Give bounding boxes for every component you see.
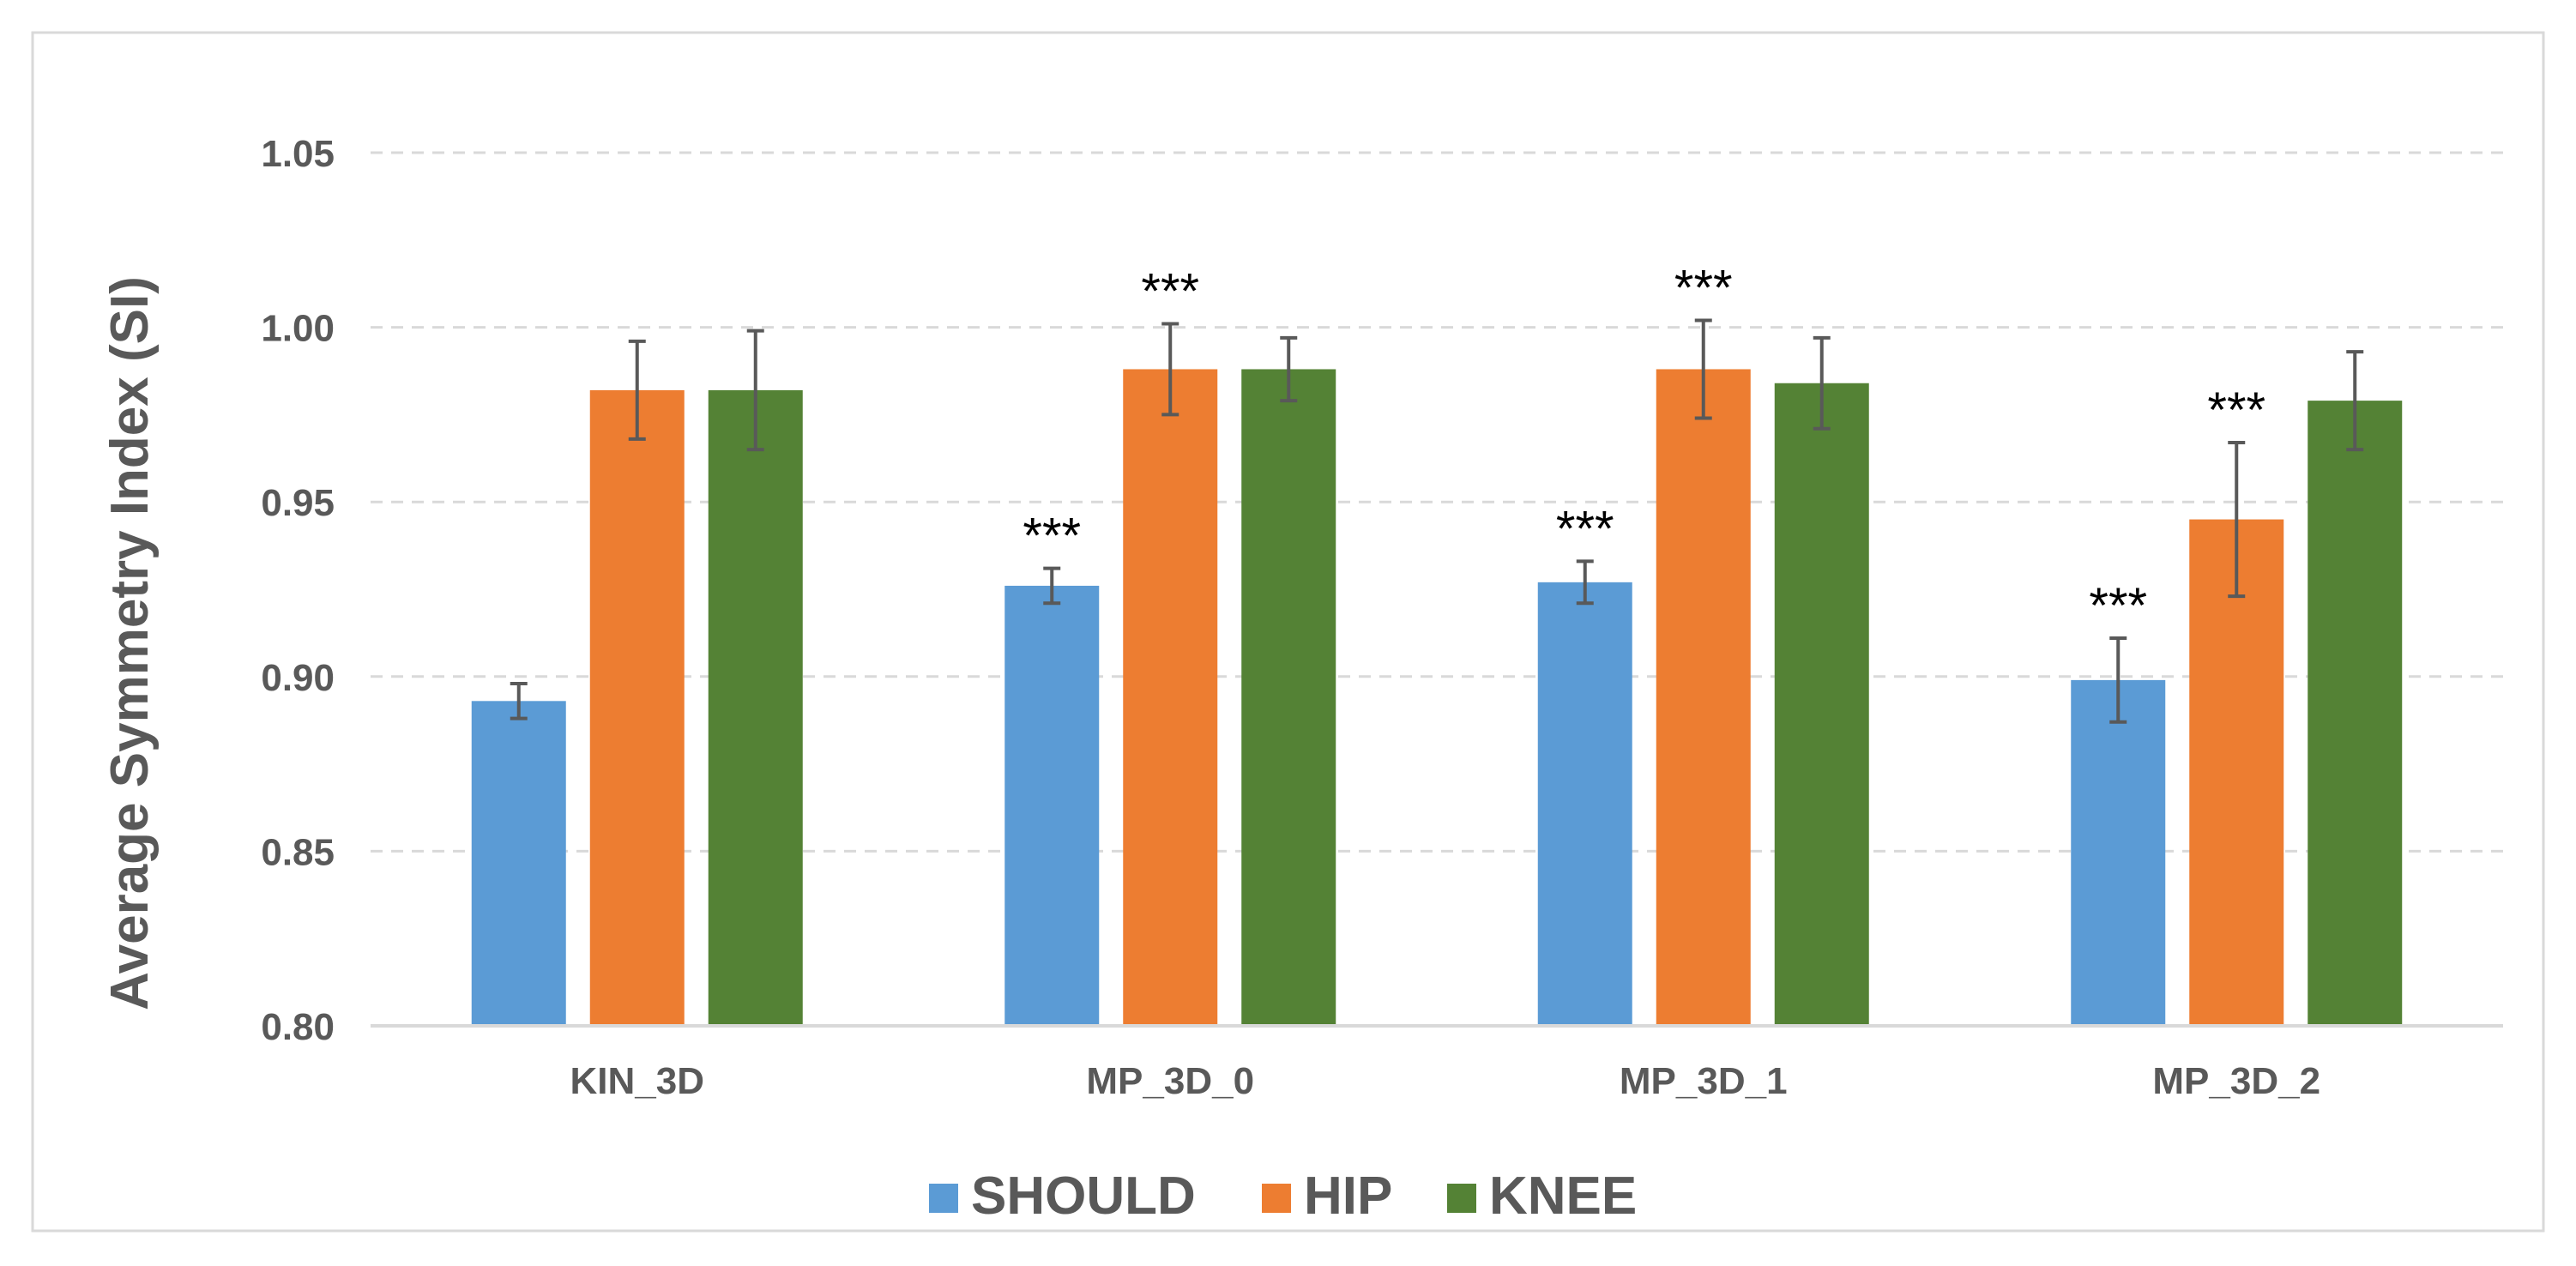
- significance-label: ***: [1674, 260, 1733, 316]
- y-tick-label: 0.85: [261, 831, 335, 873]
- bar: [708, 389, 803, 1026]
- bar: [1004, 585, 1100, 1026]
- error-bar: [1280, 335, 1298, 403]
- y-tick-label: 0.80: [261, 1006, 335, 1048]
- legend-swatch: [1262, 1184, 1291, 1213]
- error-bar: [746, 329, 764, 452]
- x-tick-label: MP_3D_0: [1086, 1060, 1254, 1102]
- legend-label: KNEE: [1489, 1167, 1637, 1226]
- bar: [2071, 679, 2166, 1026]
- error-bar: [510, 681, 528, 720]
- error-bar: [2109, 636, 2127, 724]
- error-bar: [1043, 566, 1061, 606]
- axes: 0.80 0.85 0.90 0.95 1.00 1.05 KIN_3D MP_3D_0 MP_…: [261, 133, 2503, 1102]
- error-bar: [1813, 335, 1831, 431]
- y-tick-label: 0.95: [261, 482, 335, 524]
- bar: [1123, 369, 1218, 1026]
- bar: [1774, 383, 1869, 1026]
- error-bar: [2346, 350, 2364, 452]
- error-bars: [510, 318, 2364, 724]
- x-tick-label: MP_3D_1: [1620, 1060, 1788, 1102]
- legend-label: SHOULD: [971, 1167, 1196, 1226]
- x-tick-label: KIN_3D: [570, 1060, 705, 1102]
- x-tick-label: MP_3D_2: [2152, 1060, 2320, 1102]
- error-bar: [1161, 322, 1179, 417]
- y-axis-label: Average Symmetry Index (SI): [100, 276, 160, 1010]
- significance-label: ***: [1023, 509, 1081, 564]
- bar: [1656, 369, 1751, 1026]
- bar: [1537, 582, 1632, 1026]
- bar: [2308, 401, 2403, 1026]
- error-bar: [2228, 440, 2246, 599]
- y-tick-label: 0.90: [261, 657, 335, 699]
- bars: [471, 369, 2403, 1026]
- significance-label: ***: [1141, 264, 1199, 320]
- bar: [1241, 369, 1336, 1026]
- legend-swatch: [1447, 1184, 1476, 1213]
- significance-annotations: *** *** *** *** *** ***: [1023, 260, 2265, 634]
- error-bar: [628, 339, 646, 441]
- significance-label: ***: [2089, 578, 2147, 634]
- significance-label: ***: [1556, 501, 1614, 557]
- y-tick-label: 1.00: [261, 308, 335, 350]
- bar: [471, 701, 566, 1026]
- legend-swatch: [929, 1184, 958, 1213]
- bar: [2189, 519, 2284, 1026]
- error-bar: [1694, 318, 1712, 420]
- bar: [589, 389, 685, 1026]
- legend: SHOULD HIP KNEE: [929, 1167, 1637, 1226]
- legend-label: HIP: [1304, 1167, 1392, 1226]
- error-bar: [1576, 559, 1594, 606]
- significance-label: ***: [2207, 383, 2265, 438]
- y-tick-label: 1.05: [261, 133, 335, 175]
